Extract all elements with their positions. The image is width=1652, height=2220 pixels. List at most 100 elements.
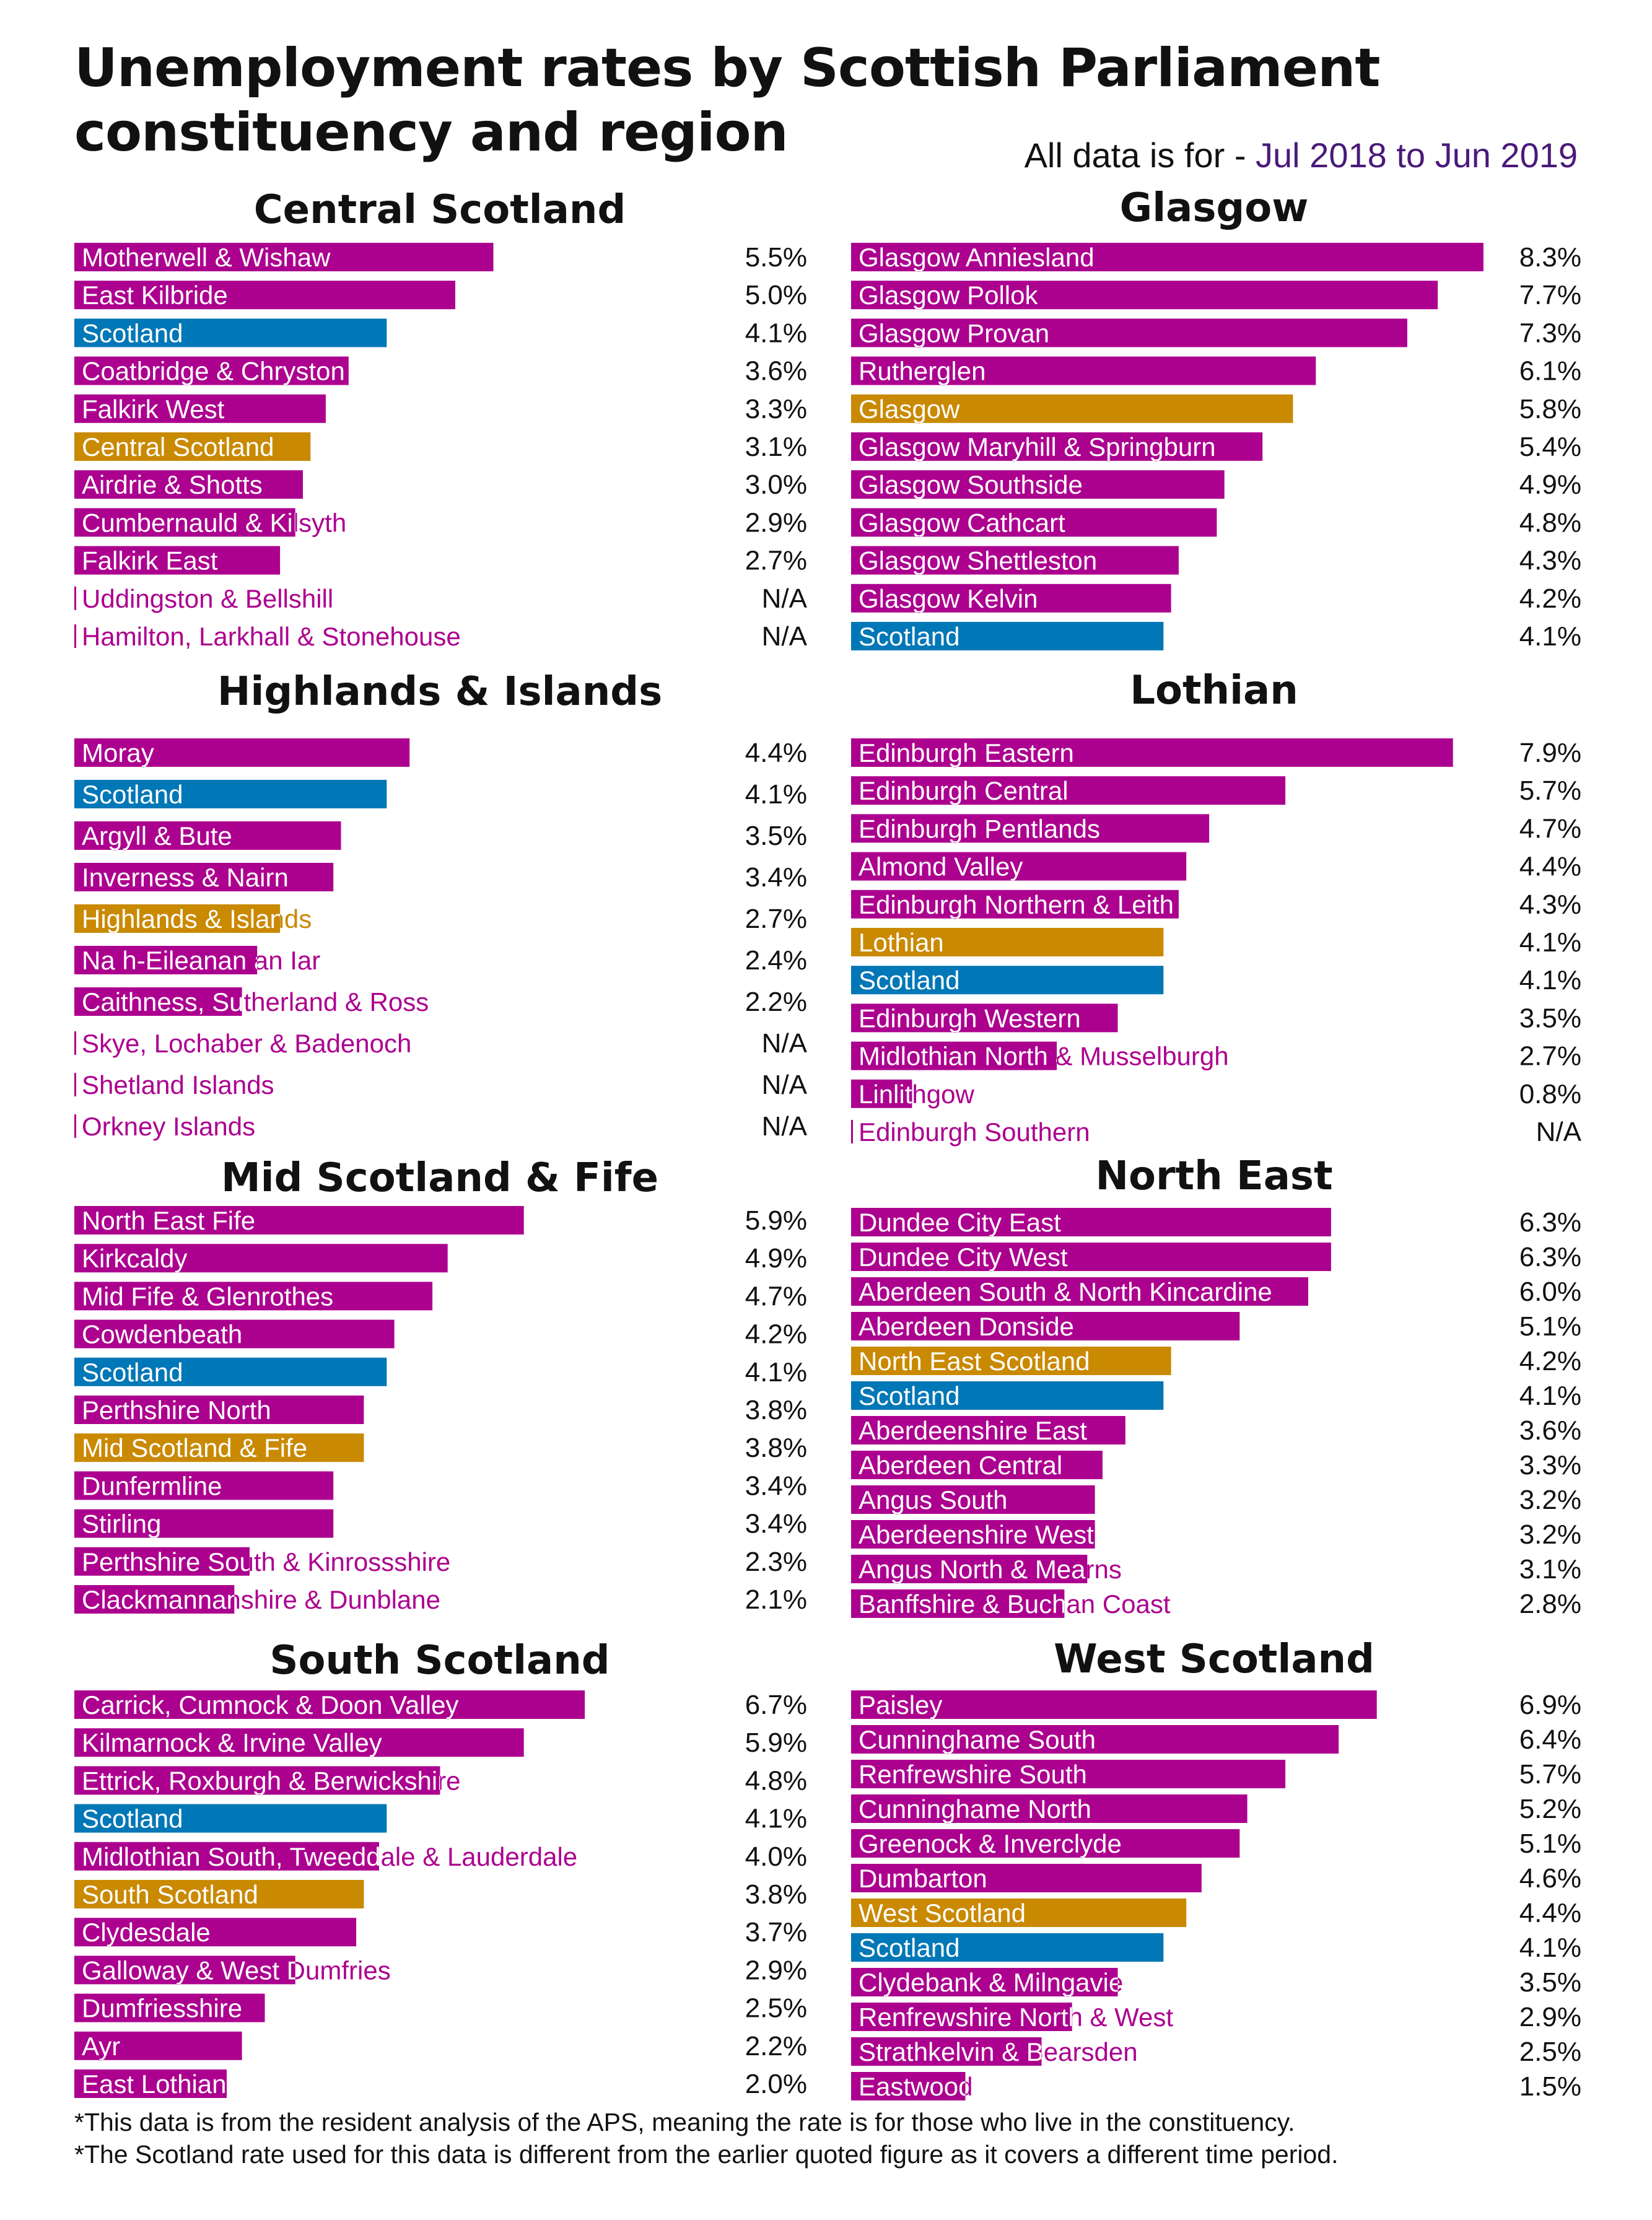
row-label: Aberdeenshire West [859,1520,1094,1549]
row-label: Glasgow Maryhill & Springburn [859,432,1216,461]
row-label-on-bar: East Lothian [82,2069,227,2099]
value-label: 4.1% [1519,1381,1581,1411]
row-label: Highlands & Islands [82,904,312,933]
value-label: 5.5% [745,242,807,273]
row-label-on-bar: Cunninghame South [859,1725,1096,1754]
bar [851,1690,1377,1719]
row-label-on-bar: Scotland [859,1381,959,1410]
row-label: North East Scotland [859,1347,1090,1376]
row-label: Renfrewshire South [859,1760,1087,1789]
row-label: Hamilton, Larkhall & Stonehouse [82,622,461,651]
row-label-on-bar: Angus South [859,1485,1008,1514]
value-label: 3.7% [745,1917,807,1947]
bar [851,1243,1331,1271]
bar [74,356,349,385]
bar [851,1794,1248,1823]
bar [851,1760,1286,1788]
bar [851,1003,1118,1033]
bar [851,1899,1187,1927]
bar-stub [74,1114,76,1138]
bar [74,1206,524,1235]
bar [851,1041,1057,1070]
value-label: 4.1% [745,779,807,810]
value-label: 3.4% [745,862,807,893]
row-label: Edinburgh Northern & Leith [859,890,1174,919]
bar [74,470,303,499]
row-label: Edinburgh Pentlands [859,814,1100,843]
row-label-on-bar: Lothian [859,928,944,957]
row-label-on-bar: Clydebank & Milngavie [859,1968,1123,1997]
row-label: Scotland [859,1933,959,1962]
bar [851,546,1179,575]
value-label: 3.6% [1519,1415,1581,1446]
bar [851,1381,1164,1410]
row-label-on-bar: Perthshire South & Kinrossshire [82,1547,450,1576]
row-label: Shetland Islands [82,1070,274,1099]
bar [851,1933,1164,1962]
row-label-on-bar: West Scotland [859,1899,1026,1928]
row-label-on-bar: Glasgow [859,395,960,424]
bar [851,2003,1072,2031]
row-label: South Scotland [82,1880,258,1909]
bar [851,889,1179,919]
row-label-on-bar: Kirkcaldy [82,1244,187,1273]
row-label-on-bar: Caithness, Sutherland & Ross [82,987,429,1016]
bar [851,1968,1118,1996]
value-label: 4.2% [1519,1346,1581,1376]
row-label: Scotland [82,1804,183,1833]
value-label: 4.9% [1519,470,1581,500]
bar [74,1918,357,1947]
bar [74,863,334,891]
bar [74,1471,334,1500]
bar [74,1396,364,1424]
row-label-on-bar: Edinburgh Central [859,776,1069,805]
value-label: 6.4% [1519,1724,1581,1755]
row-label: Perthshire South & Kinrossshire [82,1547,450,1576]
row-label: Caithness, Sutherland & Ross [82,987,429,1016]
row-label-on-bar: Strathkelvin & Bearsden [859,2037,1138,2066]
value-label: 7.7% [1519,280,1581,310]
row-label-on-bar: Scotland [859,622,959,651]
row-label: Dundee City East [859,1208,1061,1237]
row-label: Lothian [859,928,944,957]
row-label: Aberdeenshire East [859,1416,1087,1445]
value-label: 4.1% [1519,1933,1581,1963]
row-label: Dundee City West [859,1243,1068,1272]
bar [74,987,242,1016]
value-label: 8.3% [1519,242,1581,273]
row-label: Aberdeen Donside [859,1312,1074,1341]
value-label: 5.9% [745,1728,807,1758]
title-line-1: Unemployment rates by Scottish Parliamen… [74,37,1380,99]
value-label: N/A [762,1028,808,1059]
row-label: Moray [82,738,154,767]
row-label-on-bar: Linlithgow [859,1080,974,1109]
row-label-on-bar: Aberdeen Donside [859,1312,1074,1341]
bar [851,1277,1308,1306]
bar [74,904,281,933]
value-label: 3.5% [1519,1003,1581,1033]
bar [851,318,1407,347]
bar [851,432,1263,461]
bar [74,1319,395,1348]
bar [851,1555,1088,1583]
row-label-on-bar: Almond Valley [859,852,1023,881]
value-label: 3.3% [745,394,807,424]
bar-stub [74,1073,76,1096]
value-label: 3.8% [745,1395,807,1425]
row-label-on-bar: Dumfriesshire [82,1994,242,2023]
panel-title: Lothian [1130,668,1298,714]
value-label: 6.3% [1519,1207,1581,1238]
value-label: N/A [762,583,808,614]
value-label: N/A [762,621,808,652]
value-label: 2.0% [745,2069,807,2099]
row-label-on-bar: Central Scotland [82,432,274,461]
row-label: Stirling [82,1510,161,1539]
bar [851,583,1171,613]
row-label-on-bar: Motherwell & Wishaw [82,243,331,272]
value-label: 3.2% [1519,1485,1581,1515]
value-label: 3.5% [1519,1967,1581,1998]
value-label: 2.3% [745,1547,807,1577]
row-label: Edinburgh Eastern [859,738,1074,767]
value-label: 0.8% [1519,1079,1581,1109]
row-label-on-bar: Glasgow Maryhill & Springburn [859,432,1216,461]
